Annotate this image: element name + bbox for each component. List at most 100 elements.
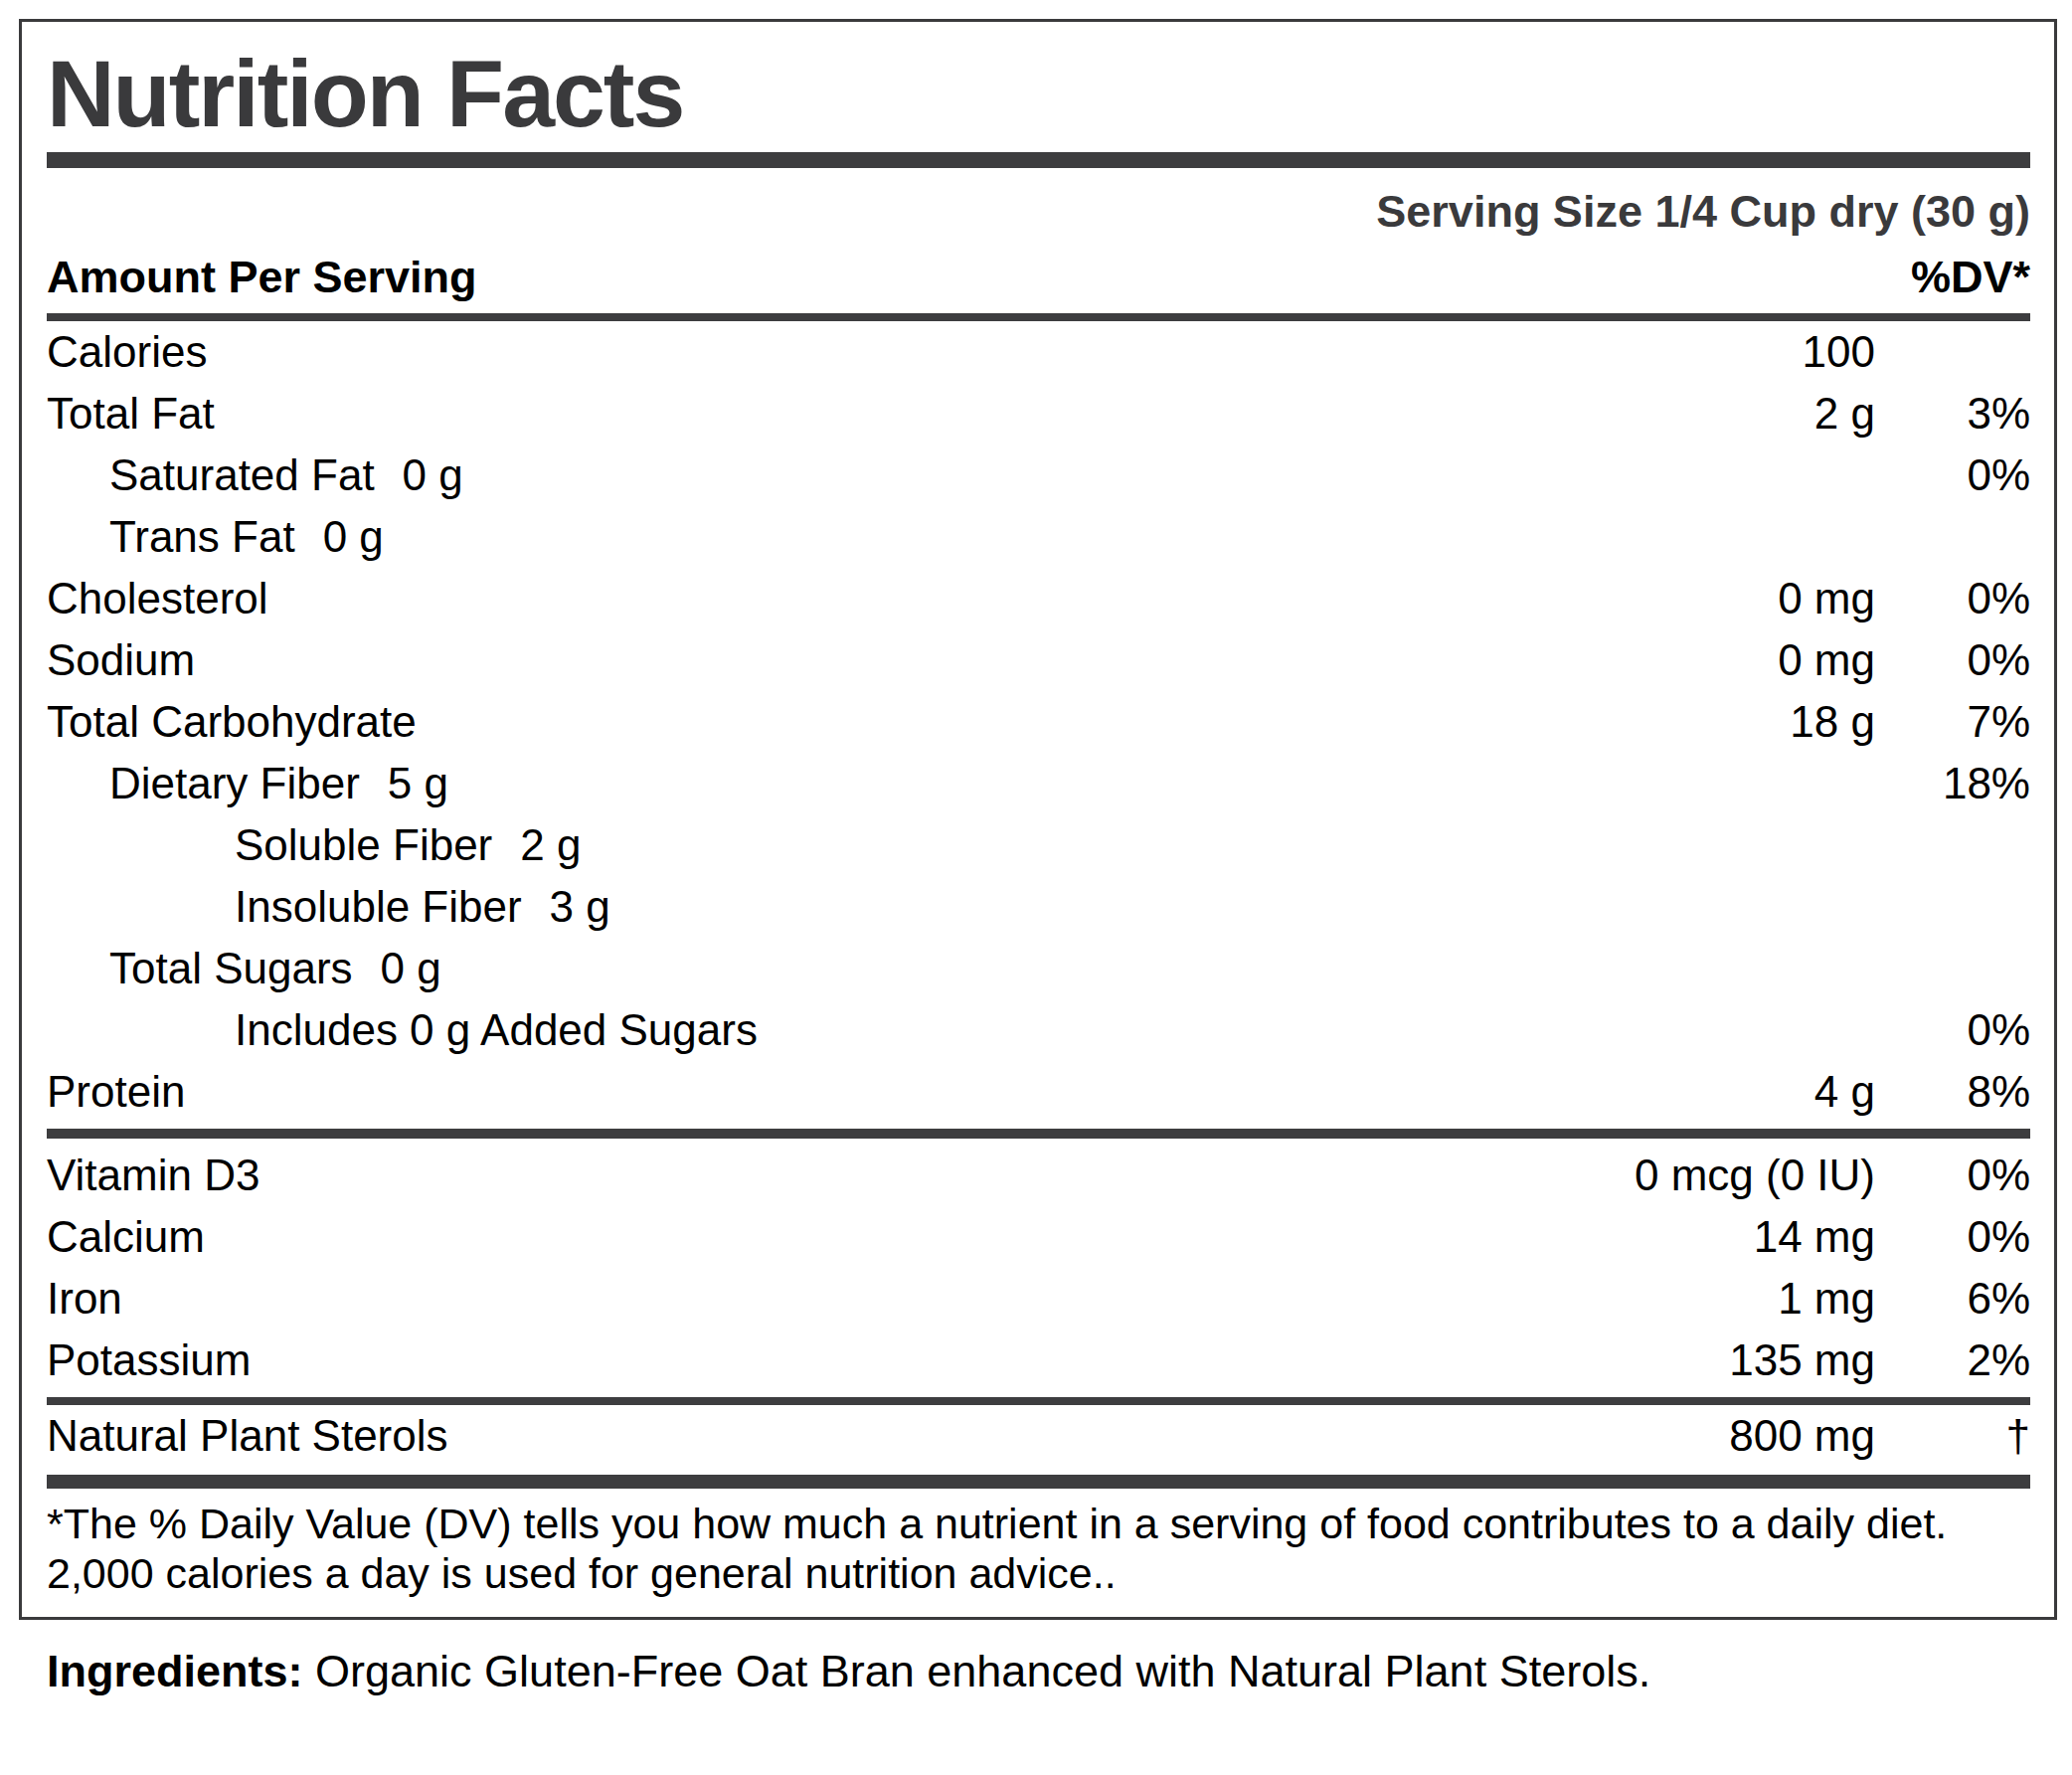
nutrient-dv xyxy=(1875,321,2030,383)
nutrient-dv: 18% xyxy=(1875,753,2030,814)
nutrient-row: Natural Plant Sterols 800 mg † xyxy=(47,1405,2030,1467)
nutrient-inline-amount: 0 g xyxy=(381,938,441,999)
row-spacer xyxy=(610,876,1875,938)
nutrient-name: Total Carbohydrate xyxy=(47,691,417,753)
row-spacer xyxy=(417,691,1791,753)
nutrient-row: Dietary Fiber 5 g 18% xyxy=(47,753,2030,814)
nutrient-dv: 7% xyxy=(1875,691,2030,753)
nutrient-amount: 18 g xyxy=(1790,691,1875,753)
nutrition-facts-panel: Nutrition Facts Serving Size 1/4 Cup dry… xyxy=(19,19,2057,1620)
nutrient-name: Sodium xyxy=(47,629,195,691)
ingredients-line: Ingredients: Organic Gluten-Free Oat Bra… xyxy=(47,1646,2025,1697)
nutrient-row: Calories 100 xyxy=(47,321,2030,383)
nutrient-name: Soluble Fiber xyxy=(235,814,492,876)
nutrient-row: Protein 4 g 8% xyxy=(47,1061,2030,1123)
serving-size-text: Serving Size 1/4 Cup dry (30 g) xyxy=(1376,186,2030,238)
row-spacer xyxy=(122,1268,1778,1330)
row-spacer xyxy=(195,629,1778,691)
nutrient-row: Total Carbohydrate 18 g 7% xyxy=(47,691,2030,753)
nutrient-name: Includes 0 g Added Sugars xyxy=(235,999,758,1061)
section-divider xyxy=(47,1475,2030,1489)
nutrient-row: Iron 1 mg 6% xyxy=(47,1268,2030,1330)
nutrient-name: Potassium xyxy=(47,1330,251,1391)
nutrient-row: Saturated Fat 0 g 0% xyxy=(47,444,2030,506)
nutrient-inline-amount: 0 g xyxy=(323,506,384,568)
nutrient-dv: 0% xyxy=(1875,444,2030,506)
nutrient-row: Total Sugars 0 g xyxy=(47,938,2030,999)
row-spacer xyxy=(758,999,1875,1061)
nutrient-row: Includes 0 g Added Sugars 0% xyxy=(47,999,2030,1061)
nutrient-name: Calories xyxy=(47,321,207,383)
nutrient-dv: 0% xyxy=(1875,999,2030,1061)
nutrient-name: Calcium xyxy=(47,1206,205,1268)
amount-per-serving-header: Amount Per Serving xyxy=(47,252,477,303)
nutrient-amount: 0 mg xyxy=(1778,629,1875,691)
section-divider xyxy=(47,1129,2030,1139)
nutrient-row: Potassium 135 mg 2% xyxy=(47,1330,2030,1391)
nutrient-amount: 14 mg xyxy=(1754,1206,1875,1268)
dv-footnote: *The % Daily Value (DV) tells you how mu… xyxy=(47,1499,1956,1598)
panel-title: Nutrition Facts xyxy=(47,46,2030,142)
row-spacer xyxy=(384,506,1875,568)
nutrient-name: Vitamin D3 xyxy=(47,1145,259,1206)
row-spacer xyxy=(448,753,1875,814)
nutrient-amount: 0 mg xyxy=(1778,568,1875,629)
nutrient-amount: 100 xyxy=(1803,321,1875,383)
nutrient-amount: 135 mg xyxy=(1729,1330,1875,1391)
nutrient-row: Trans Fat 0 g xyxy=(47,506,2030,568)
nutrient-inline-amount: 5 g xyxy=(388,753,448,814)
nutrient-rows: Calories 100 Total Fat 2 g 3% Saturated … xyxy=(47,321,2030,1489)
ingredients-label: Ingredients: xyxy=(47,1646,303,1696)
nutrient-dv xyxy=(1875,814,2030,876)
nutrient-name: Total Fat xyxy=(47,383,215,444)
nutrient-amount: 800 mg xyxy=(1729,1405,1875,1467)
nutrient-row: Cholesterol 0 mg 0% xyxy=(47,568,2030,629)
row-spacer xyxy=(268,568,1779,629)
nutrient-name: Protein xyxy=(47,1061,185,1123)
nutrient-amount: 2 g xyxy=(1814,383,1875,444)
nutrient-dv: 2% xyxy=(1875,1330,2030,1391)
nutrient-row: Soluble Fiber 2 g xyxy=(47,814,2030,876)
nutrient-dv xyxy=(1875,506,2030,568)
nutrient-amount: 1 mg xyxy=(1778,1268,1875,1330)
section-divider xyxy=(47,1397,2030,1405)
row-spacer xyxy=(215,383,1814,444)
row-spacer xyxy=(207,321,1802,383)
row-spacer xyxy=(463,444,1875,506)
nutrient-dv: 0% xyxy=(1875,629,2030,691)
nutrient-name: Insoluble Fiber xyxy=(235,876,522,938)
row-spacer xyxy=(441,938,1875,999)
nutrient-inline-amount: 2 g xyxy=(520,814,581,876)
nutrient-amount: 0 mcg (0 IU) xyxy=(1635,1145,1875,1206)
title-divider xyxy=(47,152,2030,168)
row-spacer xyxy=(448,1405,1730,1467)
nutrient-dv: 0% xyxy=(1875,1145,2030,1206)
nutrient-dv: 0% xyxy=(1875,568,2030,629)
nutrient-row: Vitamin D3 0 mcg (0 IU) 0% xyxy=(47,1145,2030,1206)
row-spacer xyxy=(581,814,1875,876)
row-spacer xyxy=(259,1145,1635,1206)
nutrient-dv: 0% xyxy=(1875,1206,2030,1268)
column-header-row: Amount Per Serving %DV* xyxy=(47,238,2030,303)
nutrient-row: Total Fat 2 g 3% xyxy=(47,383,2030,444)
header-divider xyxy=(47,313,2030,321)
dv-column-header: %DV* xyxy=(1911,252,2030,303)
nutrient-name: Cholesterol xyxy=(47,568,268,629)
nutrient-dv: 6% xyxy=(1875,1268,2030,1330)
nutrient-inline-amount: 3 g xyxy=(550,876,610,938)
nutrient-dv xyxy=(1875,938,2030,999)
nutrient-amount: 4 g xyxy=(1814,1061,1875,1123)
nutrient-name: Trans Fat xyxy=(109,506,295,568)
nutrition-label-page: Nutrition Facts Serving Size 1/4 Cup dry… xyxy=(0,0,2072,1775)
nutrient-row: Calcium 14 mg 0% xyxy=(47,1206,2030,1268)
nutrient-name: Dietary Fiber xyxy=(109,753,360,814)
serving-size-row: Serving Size 1/4 Cup dry (30 g) xyxy=(47,168,2030,238)
nutrient-name: Natural Plant Sterols xyxy=(47,1405,448,1467)
row-spacer xyxy=(185,1061,1813,1123)
row-spacer xyxy=(251,1330,1729,1391)
ingredients-text: Organic Gluten-Free Oat Bran enhanced wi… xyxy=(303,1646,1651,1696)
nutrient-dv: † xyxy=(1875,1405,2030,1467)
nutrient-name: Saturated Fat xyxy=(109,444,375,506)
row-spacer xyxy=(205,1206,1754,1268)
nutrient-row: Sodium 0 mg 0% xyxy=(47,629,2030,691)
